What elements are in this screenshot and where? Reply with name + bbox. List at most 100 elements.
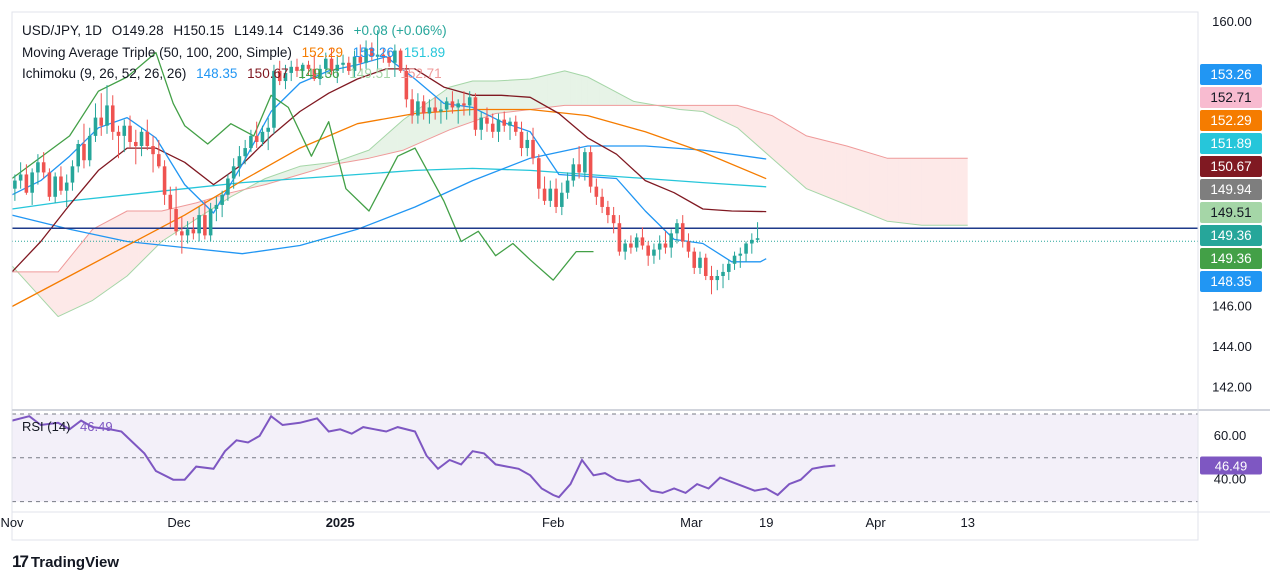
- candle-body: [680, 223, 685, 242]
- candle-body: [151, 146, 155, 155]
- candle-body: [24, 174, 29, 193]
- candle-body: [686, 241, 691, 252]
- cloud-segment: [288, 168, 295, 178]
- cloud-segment: [748, 108, 755, 143]
- candle-body: [577, 164, 581, 173]
- cloud-segment: [541, 74, 548, 109]
- cloud-segment: [743, 107, 749, 138]
- cloud-segment: [415, 107, 421, 146]
- candle-body: [537, 158, 541, 189]
- rsi-tick-label: 40.00: [1214, 472, 1247, 487]
- candle-body: [82, 144, 86, 161]
- candle-body: [513, 121, 518, 132]
- candle-body: [76, 144, 80, 167]
- cloud-segment: [961, 158, 968, 226]
- time-tick-label: 2025: [326, 515, 355, 530]
- tradingview-logo-icon: 17: [12, 552, 29, 571]
- cloud-segment: [576, 73, 582, 106]
- candle-body: [640, 237, 645, 246]
- candle-body: [444, 101, 449, 110]
- price-label-tag: [1200, 225, 1262, 246]
- candle-body: [617, 223, 622, 252]
- candle-body: [571, 164, 576, 181]
- rsi-value: 46.49: [80, 419, 113, 434]
- rsi-value-tag-text: 46.49: [1215, 458, 1248, 473]
- symbol-label[interactable]: USD/JPY, 1D: [22, 23, 103, 38]
- candle-body: [565, 180, 570, 193]
- cloud-segment: [299, 165, 306, 175]
- candle-body: [157, 154, 161, 167]
- cloud-segment: [956, 158, 962, 226]
- price-label-text: 150.67: [1210, 159, 1251, 174]
- candle-body: [485, 117, 489, 124]
- rsi-value-tag: [1200, 456, 1262, 475]
- candle-body: [59, 176, 63, 191]
- candle-body: [128, 125, 132, 142]
- candle-body: [226, 178, 230, 195]
- candle-body: [318, 68, 322, 80]
- price-tick-label: 144.00: [1212, 339, 1252, 354]
- candle-body: [594, 186, 599, 197]
- price-label-text: 151.89: [1210, 136, 1251, 151]
- candle-body: [185, 229, 190, 236]
- candle-body: [260, 131, 265, 142]
- price-label-text: 152.29: [1210, 113, 1251, 128]
- cloud-segment: [898, 158, 905, 224]
- cloud-segment: [714, 105, 721, 120]
- cloud-segment: [581, 75, 588, 106]
- candle-body: [116, 131, 121, 136]
- candle-body: [560, 192, 564, 207]
- candle-body: [675, 223, 679, 234]
- cloud-segment: [63, 257, 70, 314]
- rsi-line: [11, 414, 836, 499]
- cloud-segment: [52, 271, 59, 317]
- time-tick-label: Feb: [542, 515, 564, 530]
- price-label-text: 149.36: [1210, 228, 1251, 243]
- cloud-segment: [881, 156, 888, 222]
- sma-50-line: [11, 108, 767, 308]
- candle-body: [738, 253, 743, 256]
- ma-label[interactable]: Moving Average Triple (50, 100, 200, Sim…: [22, 44, 292, 60]
- span-b-value: 152.71: [400, 66, 442, 81]
- cloud-segment: [294, 166, 300, 177]
- candle-body: [525, 139, 530, 149]
- tradingview-brand[interactable]: 17 TradingView: [12, 552, 119, 572]
- candle-body: [323, 58, 328, 69]
- rsi-tick-label: 60.00: [1214, 428, 1247, 443]
- tenkan-value: 148.35: [196, 66, 238, 81]
- kijun-sen-line: [11, 68, 767, 273]
- cloud-segment: [81, 236, 87, 306]
- cloud-segment: [58, 264, 64, 317]
- ichimoku-label[interactable]: Ichimoku (9, 26, 52, 26, 26): [22, 66, 187, 81]
- candle-body: [387, 56, 391, 63]
- cloud-segment: [363, 150, 369, 160]
- cloud-segment: [950, 158, 957, 226]
- candle-body: [479, 117, 484, 130]
- cloud-segment: [800, 132, 807, 189]
- candle-body: [657, 243, 662, 250]
- sma-200-line: [11, 167, 767, 210]
- cloud-segment: [818, 138, 824, 196]
- ma200-value: 151.89: [403, 44, 446, 60]
- time-tick-label: 19: [759, 515, 773, 530]
- candle-body: [53, 176, 57, 197]
- price-label-text: 152.71: [1210, 90, 1251, 105]
- candle-body: [554, 188, 558, 207]
- time-tick-label: Nov: [0, 515, 24, 530]
- cloud-segment: [789, 125, 795, 179]
- candle-body: [145, 131, 150, 147]
- candle-body: [13, 180, 17, 189]
- candle-body: [30, 172, 34, 193]
- cloud-segment: [92, 226, 99, 301]
- cloud-segment: [530, 77, 536, 110]
- candle-body: [519, 131, 524, 149]
- candle-body: [404, 70, 409, 100]
- candle-body: [750, 239, 754, 244]
- candle-body: [439, 109, 443, 112]
- candle-body: [473, 97, 478, 130]
- cloud-segment: [35, 271, 41, 298]
- cloud-segment: [938, 158, 945, 226]
- rsi-label[interactable]: RSI (14): [22, 419, 71, 434]
